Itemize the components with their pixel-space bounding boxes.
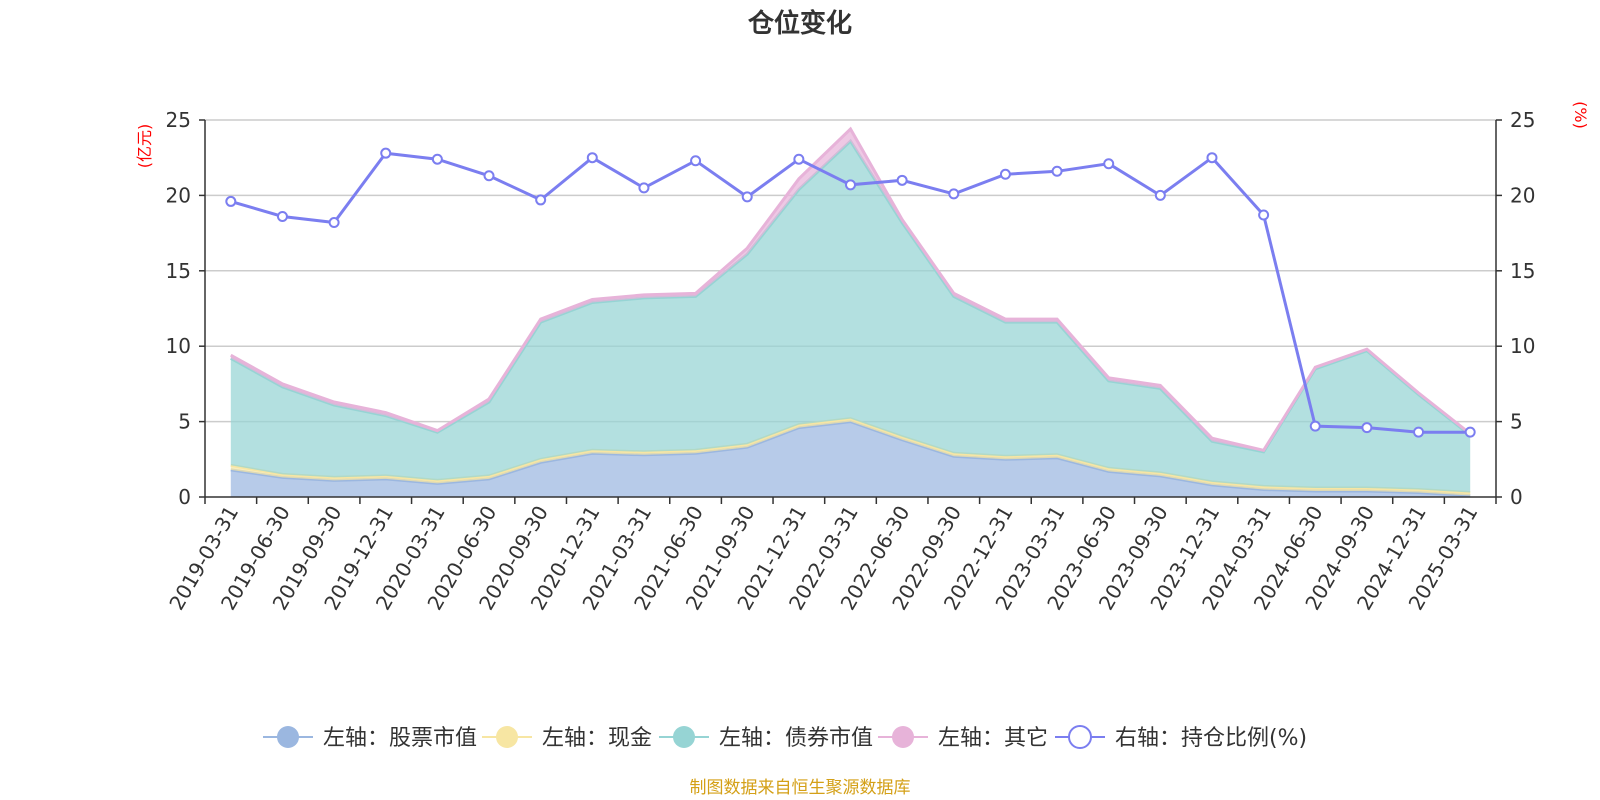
y-right-tick-label: 0 — [1510, 485, 1523, 509]
ratio-point — [586, 152, 598, 164]
legend-item-1: 左轴：现金 — [482, 726, 652, 751]
y-left-tick-label: 15 — [166, 259, 191, 283]
y-right-tick-label: 10 — [1510, 334, 1535, 358]
legend-label: 左轴：股票市值 — [323, 726, 477, 751]
stacked-areas — [230, 126, 1472, 497]
ratio-point — [431, 153, 443, 165]
legend-label: 左轴：债券市值 — [719, 726, 873, 751]
legend: 左轴：股票市值 左轴：现金 左轴：债券市值 左轴：其它 右轴：持仓比例(%) — [263, 725, 1307, 751]
ratio-point — [741, 191, 753, 203]
chart-title: 仓位变化 — [747, 8, 852, 39]
ratio-point — [999, 168, 1011, 180]
ratio-point — [1309, 420, 1321, 432]
ratio-point — [1051, 165, 1063, 177]
ratio-point — [1154, 189, 1166, 201]
ratio-point — [793, 153, 805, 165]
data-source-footer: 制图数据来自恒生聚源数据库 — [690, 778, 911, 798]
legend-label: 左轴：现金 — [542, 726, 652, 751]
ratio-point — [483, 170, 495, 182]
ratio-point — [948, 188, 960, 200]
area-series-2 — [230, 141, 1471, 493]
legend-marker — [496, 726, 518, 748]
y-right-tick-label: 15 — [1510, 259, 1535, 283]
ratio-point — [276, 211, 288, 223]
area-edge-series-3 — [230, 126, 1472, 453]
ratio-point — [1413, 426, 1425, 438]
legend-marker — [1068, 725, 1092, 749]
ratio-point — [328, 217, 340, 229]
ratio-point — [1103, 158, 1115, 170]
legend-label: 左轴：其它 — [938, 726, 1048, 751]
ratio-point — [1258, 209, 1270, 221]
ratio-point — [690, 155, 702, 167]
legend-marker — [673, 726, 695, 748]
ratio-point — [1206, 152, 1218, 164]
y-left-tick-label: 25 — [166, 108, 191, 132]
y-left-tick-label: 20 — [166, 183, 191, 207]
legend-item-4: 右轴：持仓比例(%) — [1055, 725, 1307, 751]
legend-item-2: 左轴：债券市值 — [659, 726, 873, 751]
y-right-tick-label: 25 — [1510, 108, 1535, 132]
y-left-tick-label: 0 — [178, 485, 191, 509]
ratio-point — [1464, 426, 1476, 438]
area-series-0 — [230, 421, 1471, 497]
ratio-point — [845, 179, 856, 191]
legend-marker — [277, 726, 299, 748]
y-right-tick-label: 5 — [1510, 410, 1523, 434]
ratio-point — [535, 194, 547, 206]
legend-marker — [892, 726, 914, 748]
ratio-point — [225, 195, 237, 207]
ratio-point — [1361, 422, 1373, 434]
y-left-tick-label: 10 — [166, 334, 191, 358]
ratio-point — [896, 174, 908, 186]
ratio-line — [225, 147, 1476, 438]
legend-item-0: 左轴：股票市值 — [263, 726, 477, 751]
y-right-tick-label: 20 — [1510, 183, 1535, 207]
right-axis-unit: (%) — [1571, 101, 1590, 129]
legend-item-3: 左轴：其它 — [878, 726, 1048, 751]
left-axis-unit: (亿元) — [135, 124, 154, 169]
legend-label: 右轴：持仓比例(%) — [1115, 726, 1307, 751]
ratio-point — [638, 182, 650, 194]
ratio-point — [380, 147, 392, 159]
y-left-tick-label: 5 — [178, 410, 191, 434]
